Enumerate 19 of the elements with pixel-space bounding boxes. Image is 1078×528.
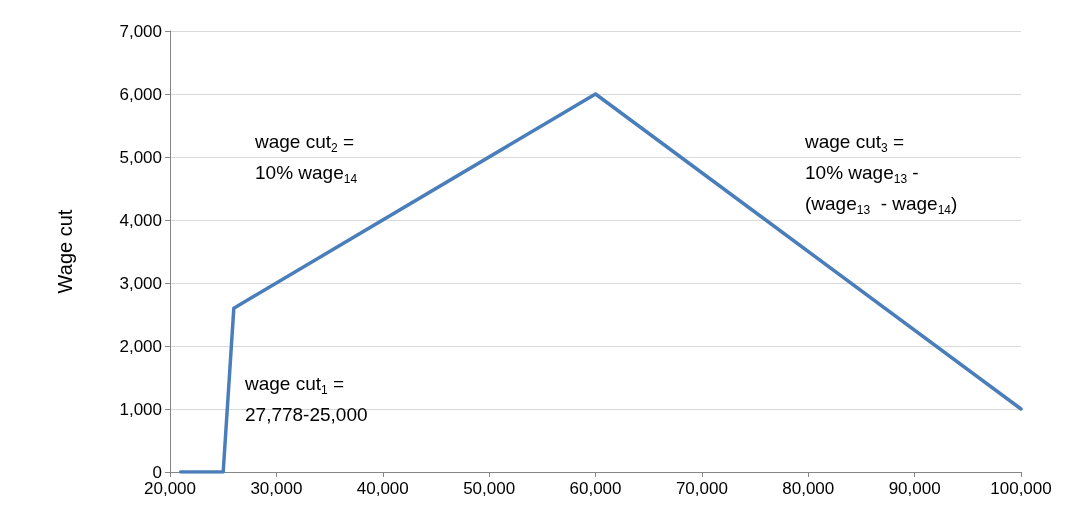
y-axis-title: Wage cut	[54, 209, 76, 294]
x-tick-label: 50,000	[463, 479, 516, 498]
y-tick-label: 3,000	[119, 273, 162, 293]
y-tick-label: 6,000	[119, 84, 162, 104]
x-tick-label: 80,000	[782, 479, 835, 498]
y-tick-label: 5,000	[119, 147, 162, 167]
line-series	[178, 92, 1023, 474]
x-tick-label: 70,000	[675, 479, 728, 498]
x-tick-label: 40,000	[356, 479, 409, 498]
x-tick-label: 30,000	[250, 479, 303, 498]
y-tick-label: 7,000	[119, 21, 162, 41]
y-tick-label: 0	[152, 462, 162, 482]
x-tick-label: 100,000	[990, 479, 1052, 498]
x-tick-label: 90,000	[888, 479, 941, 498]
y-tick-label: 2,000	[119, 336, 162, 356]
x-tick-label: 60,000	[569, 479, 622, 498]
y-tick-label: 1,000	[119, 399, 162, 419]
y-tick-label: 4,000	[119, 210, 162, 230]
x-tick-label: 20,000	[144, 479, 196, 498]
